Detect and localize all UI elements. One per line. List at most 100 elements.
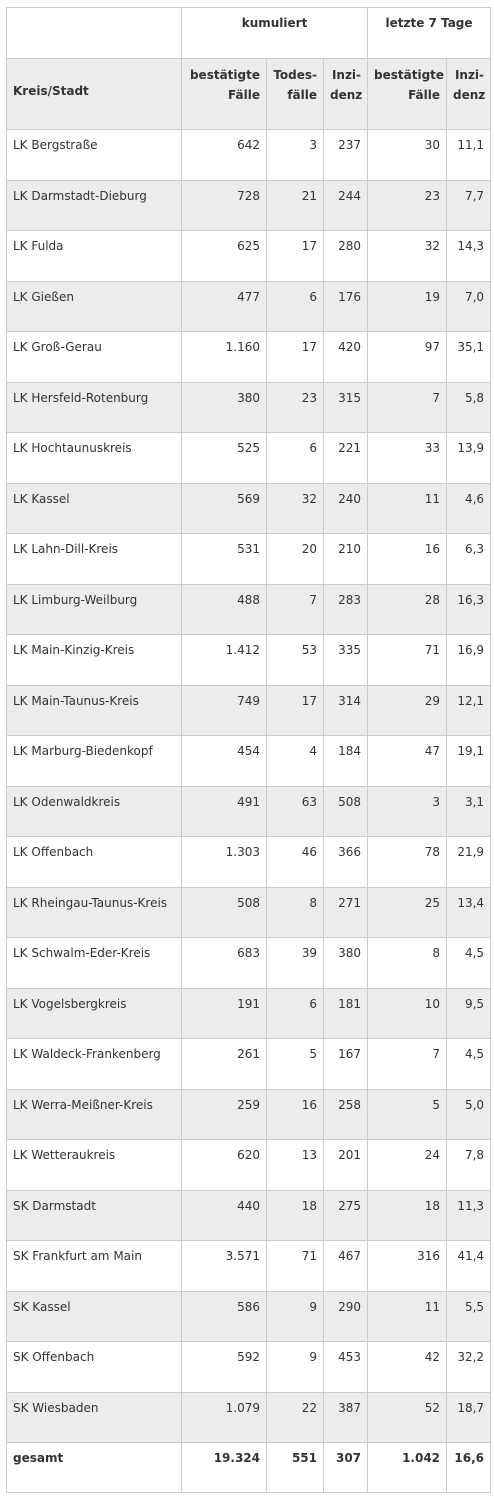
cell-name: LK Fulda xyxy=(6,230,182,282)
table-row: LK Odenwaldkreis 491 63 508 3 3,1 xyxy=(6,785,492,837)
cell-confirmed: 19.324 xyxy=(181,1442,267,1493)
cell-name: LK Werra-Meißner-Kreis xyxy=(6,1088,182,1140)
cell-deaths: 6 xyxy=(266,280,324,332)
cell-incidence: 210 xyxy=(322,533,369,585)
header-region: Kreis/Stadt xyxy=(6,58,182,130)
cell-incidence: 184 xyxy=(322,735,369,787)
header-empty-cell xyxy=(6,7,182,59)
cell-confirmed-7d: 24 xyxy=(367,1139,448,1191)
header-confirmed-7d-line2: Fälle xyxy=(408,88,441,102)
cell-confirmed-7d: 11 xyxy=(367,482,448,534)
cell-confirmed-7d: 19 xyxy=(367,280,448,332)
cell-confirmed-7d: 10 xyxy=(367,987,448,1039)
cell-deaths: 16 xyxy=(266,1088,324,1140)
cell-name: LK Gießen xyxy=(6,280,182,332)
cell-incidence: 167 xyxy=(322,1038,369,1090)
table-row: LK Schwalm-Eder-Kreis 683 39 380 8 4,5 xyxy=(6,937,492,989)
cell-confirmed-7d: 32 xyxy=(367,230,448,282)
cell-incidence-7d: 11,1 xyxy=(446,129,492,181)
cell-confirmed-7d: 30 xyxy=(367,129,448,181)
cell-name: LK Hersfeld-Rotenburg xyxy=(6,381,182,433)
header-incidence-7d-line1: Inzi- xyxy=(454,68,485,82)
cell-confirmed-7d: 97 xyxy=(367,331,448,383)
header-incidence-cum-line2: denz xyxy=(330,88,363,102)
cell-confirmed-7d: 52 xyxy=(367,1391,448,1443)
cell-deaths: 32 xyxy=(266,482,324,534)
cell-deaths: 5 xyxy=(266,1038,324,1090)
cell-name: SK Darmstadt xyxy=(6,1189,182,1241)
cell-confirmed-7d: 29 xyxy=(367,684,448,736)
cell-confirmed: 454 xyxy=(181,735,267,787)
cell-name: LK Darmstadt-Dieburg xyxy=(6,179,182,231)
cell-name: LK Offenbach xyxy=(6,836,182,888)
cell-incidence-7d: 7,7 xyxy=(446,179,492,231)
cell-name: SK Kassel xyxy=(6,1290,182,1342)
cell-incidence-7d: 13,4 xyxy=(446,886,492,938)
cell-confirmed: 191 xyxy=(181,987,267,1039)
cell-deaths: 53 xyxy=(266,634,324,686)
table-row: LK Offenbach 1.303 46 366 78 21,9 xyxy=(6,836,492,888)
table-row: LK Limburg-Weilburg 488 7 283 28 16,3 xyxy=(6,583,492,635)
cell-confirmed: 3.571 xyxy=(181,1240,267,1292)
cell-incidence: 237 xyxy=(322,129,369,181)
cell-incidence: 280 xyxy=(322,230,369,282)
cell-confirmed-7d: 28 xyxy=(367,583,448,635)
cell-incidence: 315 xyxy=(322,381,369,433)
table-row: LK Bergstraße 642 3 237 30 11,1 xyxy=(6,129,492,181)
cell-confirmed-7d: 42 xyxy=(367,1341,448,1393)
cell-confirmed-7d: 8 xyxy=(367,937,448,989)
cell-incidence: 271 xyxy=(322,886,369,938)
cell-confirmed: 642 xyxy=(181,129,267,181)
cell-incidence: 258 xyxy=(322,1088,369,1140)
cell-confirmed-7d: 3 xyxy=(367,785,448,837)
cell-name: LK Odenwaldkreis xyxy=(6,785,182,837)
cell-confirmed: 625 xyxy=(181,230,267,282)
cell-incidence: 467 xyxy=(322,1240,369,1292)
cell-confirmed-7d: 25 xyxy=(367,886,448,938)
table-row: LK Marburg-Biedenkopf 454 4 184 47 19,1 xyxy=(6,735,492,787)
cell-incidence: 244 xyxy=(322,179,369,231)
total-row: gesamt 19.324 551 307 1.042 16,6 xyxy=(6,1442,492,1493)
table-row: LK Darmstadt-Dieburg 728 21 244 23 7,7 xyxy=(6,179,492,231)
cell-deaths: 9 xyxy=(266,1341,324,1393)
cell-incidence: 420 xyxy=(322,331,369,383)
header-incidence-cum: Inzi-denz xyxy=(322,58,369,130)
cell-deaths: 46 xyxy=(266,836,324,888)
cell-deaths: 8 xyxy=(266,886,324,938)
table-row: SK Offenbach 592 9 453 42 32,2 xyxy=(6,1341,492,1393)
table-row: LK Fulda 625 17 280 32 14,3 xyxy=(6,230,492,282)
cell-name: LK Rheingau-Taunus-Kreis xyxy=(6,886,182,938)
cell-confirmed: 586 xyxy=(181,1290,267,1342)
cell-incidence-7d: 5,0 xyxy=(446,1088,492,1140)
cell-confirmed: 508 xyxy=(181,886,267,938)
cell-incidence: 181 xyxy=(322,987,369,1039)
cell-name: LK Bergstraße xyxy=(6,129,182,181)
cell-incidence: 335 xyxy=(322,634,369,686)
header-deaths: Todes-fälle xyxy=(266,58,324,130)
table-row: LK Gießen 477 6 176 19 7,0 xyxy=(6,280,492,332)
cell-incidence: 290 xyxy=(322,1290,369,1342)
cell-name: SK Frankfurt am Main xyxy=(6,1240,182,1292)
header-incidence-7d-line2: denz xyxy=(453,88,486,102)
table-row: LK Main-Taunus-Kreis 749 17 314 29 12,1 xyxy=(6,684,492,736)
cell-confirmed-7d: 16 xyxy=(367,533,448,585)
header-column-row: Kreis/Stadt bestätigte Fälle Todes-fälle … xyxy=(6,58,492,130)
cell-confirmed: 531 xyxy=(181,533,267,585)
header-confirmed-cum-line1: bestätigte xyxy=(189,68,260,82)
cell-incidence-7d: 18,7 xyxy=(446,1391,492,1443)
cell-confirmed: 491 xyxy=(181,785,267,837)
cell-deaths: 22 xyxy=(266,1391,324,1443)
cell-incidence-7d: 13,9 xyxy=(446,432,492,484)
cell-confirmed-7d: 33 xyxy=(367,432,448,484)
table-row: SK Frankfurt am Main 3.571 71 467 316 41,4 xyxy=(6,1240,492,1292)
cell-deaths: 3 xyxy=(266,129,324,181)
cell-name: LK Main-Kinzig-Kreis xyxy=(6,634,182,686)
cell-confirmed-7d: 23 xyxy=(367,179,448,231)
cell-confirmed: 1.303 xyxy=(181,836,267,888)
cell-confirmed: 477 xyxy=(181,280,267,332)
cell-deaths: 4 xyxy=(266,735,324,787)
cell-confirmed-7d: 18 xyxy=(367,1189,448,1241)
cell-name: SK Offenbach xyxy=(6,1341,182,1393)
header-incidence-cum-line1: Inzi- xyxy=(331,68,362,82)
cell-incidence-7d: 4,6 xyxy=(446,482,492,534)
